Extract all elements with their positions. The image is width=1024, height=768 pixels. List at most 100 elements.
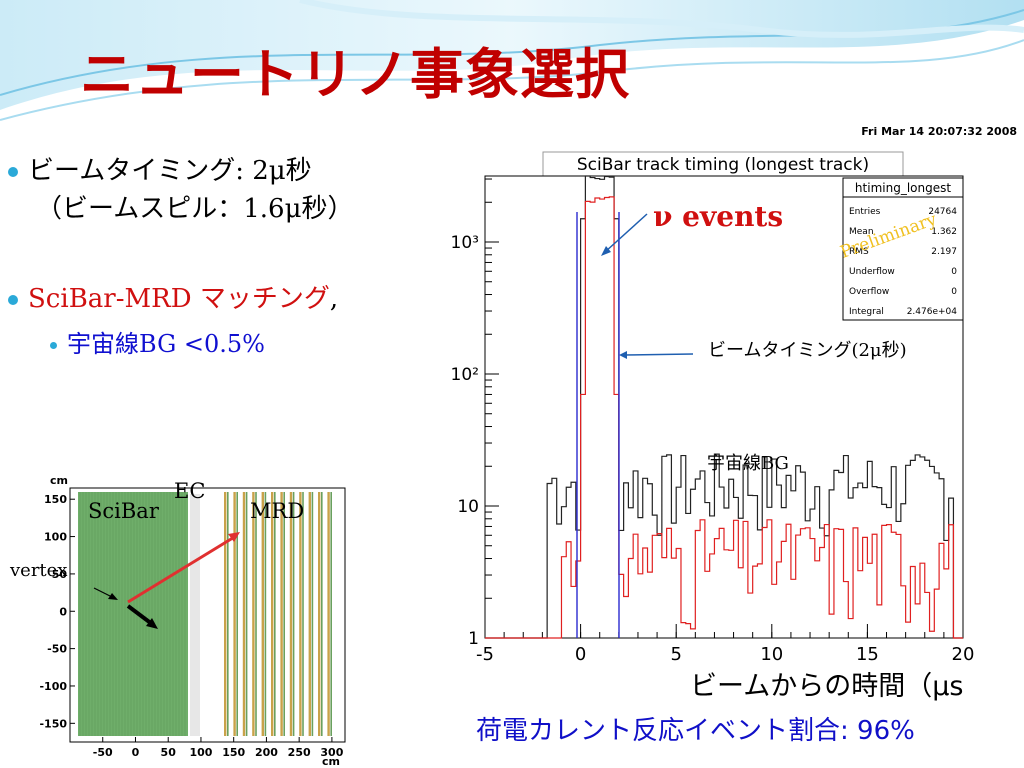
ec-detector <box>190 494 200 736</box>
nu-events-arrow <box>604 213 648 253</box>
bullet-dot <box>8 167 18 177</box>
det-y-tick-label: 50 <box>52 568 68 581</box>
mrd-plane <box>289 492 293 736</box>
mrd-label: MRD <box>250 499 304 523</box>
bullet-scibar-mrd: SciBar-MRD マッチング, <box>8 278 338 315</box>
mrd-scintillator <box>283 492 285 736</box>
x-tick-label: 20 <box>952 644 975 665</box>
event-display-ylabel: cm <box>50 474 68 487</box>
proton-track <box>126 604 154 626</box>
stats-name: htiming_longest <box>855 181 951 195</box>
det-x-tick-label: 100 <box>189 746 212 759</box>
det-y-tick-label: -50 <box>47 643 67 656</box>
mrd-plane <box>318 492 321 736</box>
det-x-tick-label: 150 <box>222 746 245 759</box>
mrd-scintillator <box>292 492 295 736</box>
stats-key: Entries <box>849 207 881 217</box>
scibar-label: SciBar <box>88 499 160 523</box>
det-y-tick-label: 100 <box>44 531 67 544</box>
det-x-tick-label: 0 <box>132 746 140 759</box>
det-x-tick-label: 200 <box>255 746 278 759</box>
mrd-plane <box>261 492 264 736</box>
slide-title: ニュートリノ事象選択 <box>80 43 630 106</box>
mrd-plane <box>233 492 236 736</box>
stats-key: RMS <box>849 247 869 257</box>
beam-timing-arrow <box>622 353 694 356</box>
det-x-tick-label: 250 <box>288 746 311 759</box>
mrd-scintillator <box>245 492 248 736</box>
stats-key: Overflow <box>849 287 889 297</box>
stats-value: 24764 <box>928 207 957 217</box>
mrd-scintillator <box>227 492 229 736</box>
bullet-comma: , <box>329 284 339 314</box>
nu-events-arrowhead <box>601 246 611 256</box>
cosmic-bg-annotation: 宇宙線BG <box>707 453 789 474</box>
mrd-scintillator <box>264 492 267 736</box>
bullet-dot <box>8 295 18 305</box>
ec-label: EC <box>174 479 205 503</box>
beam-timing-arrowhead <box>619 351 627 359</box>
mrd-scintillator <box>274 492 276 736</box>
x-tick-label: -5 <box>476 644 494 665</box>
mrd-scintillator <box>255 492 257 736</box>
sub-bullet-cosmic: 宇宙線BG <0.5% <box>50 324 265 359</box>
mrd-plane <box>327 492 330 736</box>
det-x-tick-label: -50 <box>93 746 113 759</box>
stats-value: 2.197 <box>931 247 957 257</box>
vertex-label: vertex <box>9 560 67 581</box>
bullet-beam-timing-text: ビームタイミング: 2μ秒 <box>28 156 312 186</box>
mrd-plane <box>224 492 227 736</box>
stats-key: Integral <box>849 307 884 317</box>
mrd-plane <box>308 492 311 736</box>
mrd-plane <box>299 492 302 736</box>
stats-box: htiming_longest Entries 24764 Mean 1.362 RMS… <box>842 177 964 321</box>
x-tick-label: 10 <box>760 644 783 665</box>
y-tick-labels: 1 10 10² 10³ <box>451 233 479 649</box>
bullet-scibar-mrd-text: SciBar-MRD マッチング <box>28 284 330 314</box>
y-tick-label: 10³ <box>451 233 479 253</box>
stats-value: 1.362 <box>931 227 957 237</box>
mrd-scintillator <box>302 492 304 736</box>
det-y-tick-label: -150 <box>39 717 67 730</box>
bullet-beam-timing: ビームタイミング: 2μ秒 <box>8 150 312 187</box>
cc-fraction: 荷電カレント反応イベント割合: 96% <box>476 716 915 746</box>
event-display-frame <box>69 487 346 743</box>
x-tick-label: 0 <box>575 644 586 665</box>
header-wave-decoration <box>0 0 1024 121</box>
histogram-selected-tracks <box>485 196 963 639</box>
mrd-scintillator <box>236 492 238 736</box>
stats-value: 0 <box>951 267 957 277</box>
sub-bullet-cosmic-text: 宇宙線BG <0.5% <box>67 330 265 358</box>
det-x-tick-label: 50 <box>161 746 177 759</box>
y-tick-label: 10 <box>457 497 479 517</box>
x-tick-labels: -5 0 5 10 15 20 <box>476 644 974 665</box>
det-y-tick-label: 0 <box>59 605 67 618</box>
event-display: cm cm -50 0 50 100 150 200 250 300 150 100 50 0 -50 -… <box>0 470 350 768</box>
scibar-detector <box>78 492 188 736</box>
histogram-timestamp: Fri Mar 14 20:07:32 2008 <box>861 125 1017 138</box>
histogram-all-tracks <box>485 175 963 639</box>
muon-track-arrowhead <box>228 532 240 542</box>
mrd-plane <box>242 492 246 736</box>
time-axis-caption: ビームからの時間（μs <box>690 671 964 702</box>
y-tick-label: 10² <box>451 365 479 385</box>
stats-value: 0 <box>951 287 957 297</box>
det-y-tick-label: 150 <box>44 493 67 506</box>
x-tick-label: 5 <box>670 644 681 665</box>
vertex-pointer <box>93 587 113 598</box>
mrd-plane <box>271 492 274 736</box>
nu-events-label: ν events <box>653 200 783 233</box>
event-display-xlabel: cm <box>322 755 340 768</box>
y-tick-label: 1 <box>468 629 479 649</box>
mrd-plane <box>252 492 255 736</box>
det-x-tick-label: 300 <box>320 746 343 759</box>
stats-key: Mean <box>849 227 874 237</box>
proton-track-arrowhead <box>146 618 158 629</box>
beam-timing-annotation: ビームタイミング(2μ秒) <box>708 340 907 361</box>
mrd-scintillator <box>330 492 332 736</box>
sub-bullet-dot <box>50 342 57 349</box>
timing-histogram: Fri Mar 14 20:07:32 2008 SciBar track ti… <box>425 120 1024 675</box>
plot-frame <box>484 175 964 639</box>
x-tick-label: 15 <box>856 644 879 665</box>
bullet-beam-spill: （ビームスピル：1.6μ秒） <box>36 194 354 224</box>
